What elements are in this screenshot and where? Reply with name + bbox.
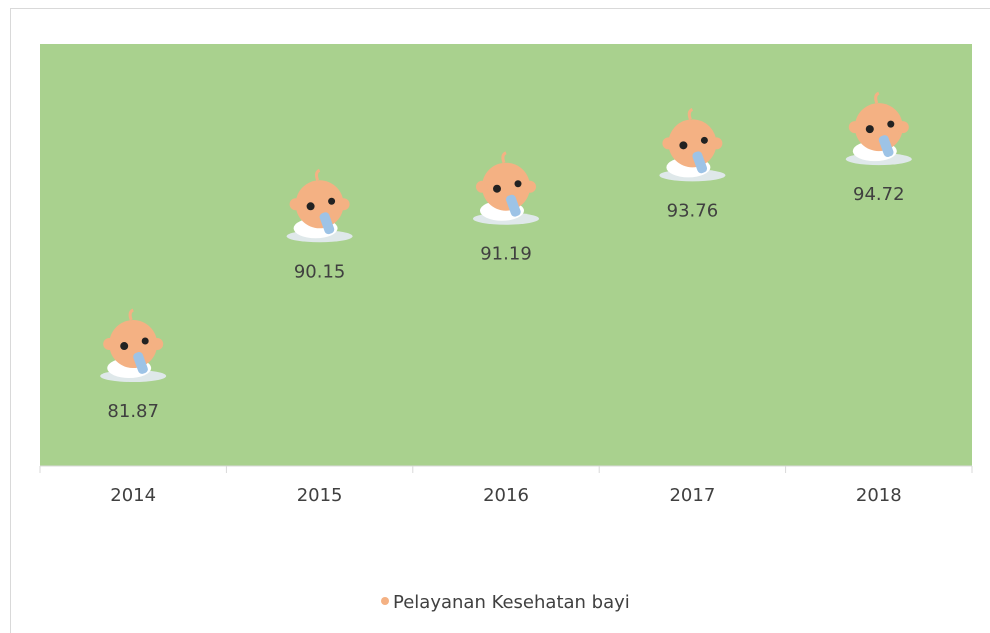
marker-head	[296, 180, 344, 228]
marker-head	[109, 320, 157, 368]
marker-eye	[120, 342, 128, 350]
x-tick-label: 2018	[856, 485, 902, 506]
marker-ear	[662, 137, 674, 149]
marker-ear	[710, 137, 722, 149]
page: 2014 2015 2016 2017 2018 81.87 90.15 91.19 93.76…	[0, 0, 990, 633]
marker-eye	[515, 180, 522, 187]
chart: 2014 2015 2016 2017 2018 81.87 90.15 91.19 93.76…	[0, 0, 990, 633]
legend-marker	[381, 597, 389, 609]
marker-eye	[679, 141, 687, 149]
data-label: 90.15	[294, 261, 346, 282]
legend-label: Pelayanan Kesehatan bayi	[393, 592, 630, 613]
x-tick-label: 2016	[483, 485, 529, 506]
marker-head	[668, 119, 716, 167]
marker-ear	[897, 121, 909, 133]
marker-eye	[701, 137, 708, 144]
marker-ear	[338, 198, 350, 210]
marker-eye	[328, 198, 335, 205]
marker-eye	[866, 125, 874, 133]
data-label: 91.19	[480, 244, 532, 265]
legend-icon	[381, 605, 389, 609]
x-tick-label: 2015	[297, 485, 343, 506]
marker-eye	[142, 338, 149, 345]
legend-icon	[381, 597, 389, 605]
marker-eye	[887, 121, 894, 128]
x-tick-label: 2017	[669, 485, 715, 506]
x-tick-label: 2014	[110, 485, 156, 506]
marker-eye	[307, 202, 315, 210]
marker-eye	[493, 185, 501, 193]
marker-ear	[290, 198, 302, 210]
marker-ear	[524, 181, 536, 193]
marker-ear	[103, 338, 115, 350]
marker-ear	[151, 338, 163, 350]
marker-head	[482, 163, 530, 211]
marker-ear	[476, 181, 488, 193]
data-label: 94.72	[853, 184, 905, 205]
marker-ear	[849, 121, 861, 133]
data-label: 81.87	[107, 401, 159, 422]
data-label: 93.76	[667, 200, 719, 221]
marker-head	[855, 103, 903, 151]
